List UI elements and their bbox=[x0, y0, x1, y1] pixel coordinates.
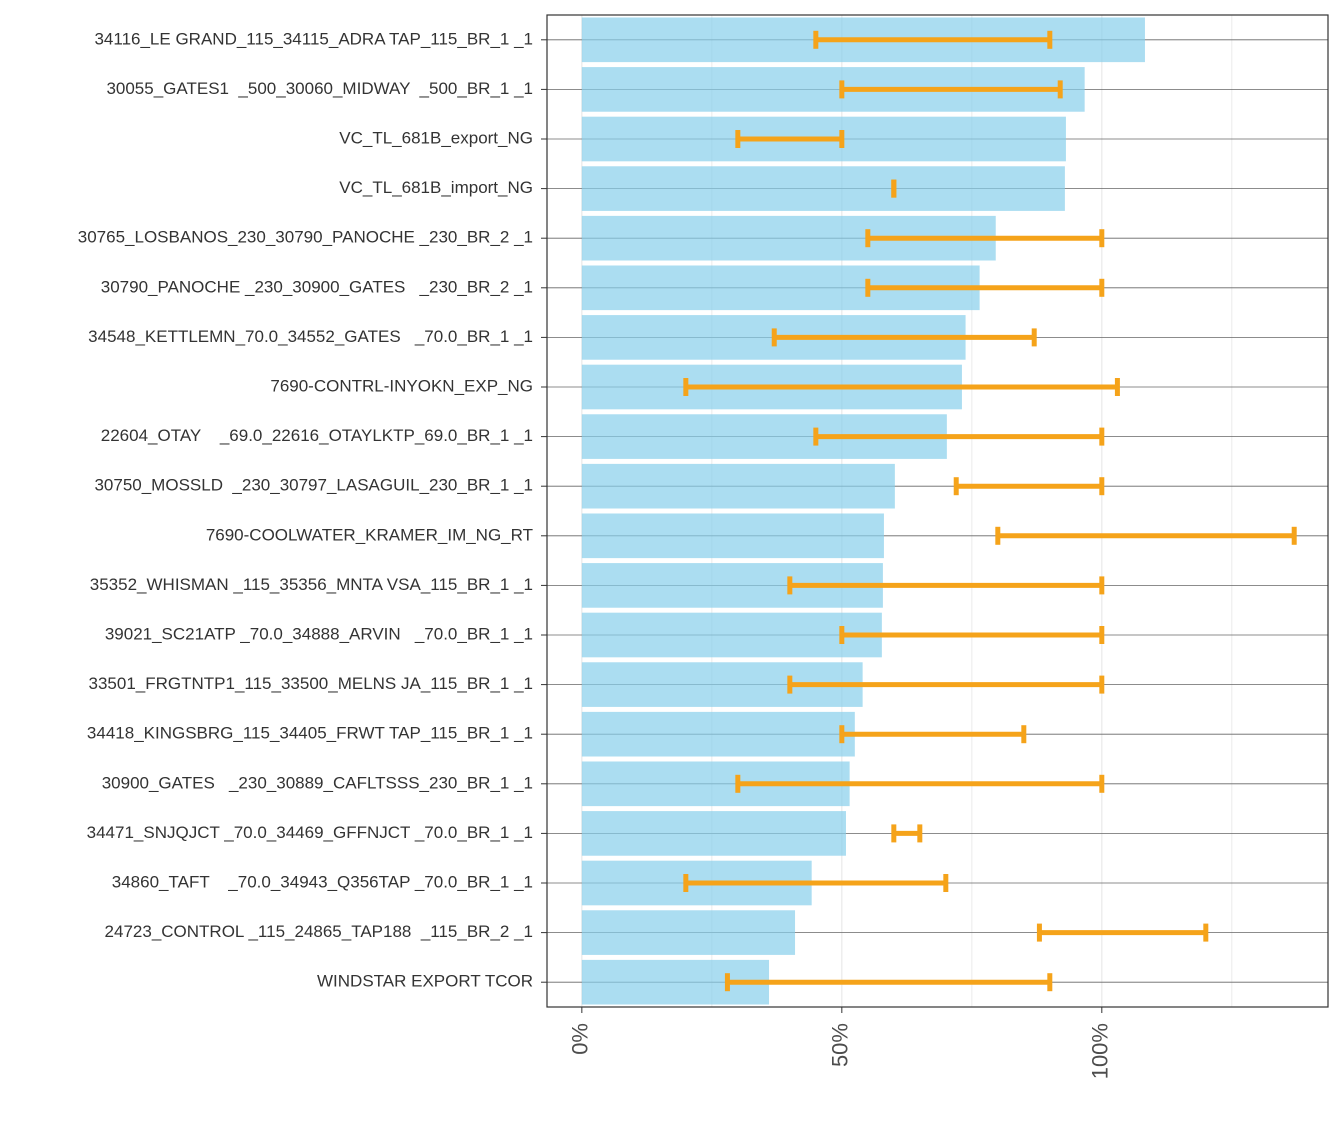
bar bbox=[581, 463, 895, 509]
category-label: 35352_WHISMAN _115_35356_MNTA VSA_115_BR… bbox=[90, 575, 533, 594]
range-bar bbox=[865, 229, 1105, 248]
range-bar bbox=[839, 725, 1027, 744]
category-label: 34418_KINGSBRG_115_34405_FRWT TAP_115_BR… bbox=[87, 724, 533, 743]
bar bbox=[581, 811, 846, 856]
bar bbox=[581, 612, 882, 658]
range-bar bbox=[995, 526, 1297, 545]
category-label: 34471_SNJQJCT _70.0_34469_GFFNJCT _70.0_… bbox=[87, 823, 533, 842]
x-tick-label: 50% bbox=[828, 1023, 853, 1067]
panel-border bbox=[546, 14, 1329, 1008]
x-tick-label: 0% bbox=[568, 1023, 593, 1055]
range-bar bbox=[735, 130, 845, 148]
category-label: 30765_LOSBANOS_230_30790_PANOCHE _230_BR… bbox=[78, 228, 533, 247]
range-bar bbox=[953, 477, 1105, 496]
range-bar bbox=[724, 973, 1053, 992]
category-label: VC_TL_681B_export_NG bbox=[339, 128, 533, 147]
range-bar bbox=[787, 576, 1105, 595]
range-bar bbox=[813, 30, 1053, 49]
category-label: 22604_OTAY _69.0_22616_OTAYLKTP_69.0_BR_… bbox=[101, 426, 533, 445]
category-label: 34860_TAFT _70.0_34943_Q356TAP _70.0_BR_… bbox=[112, 872, 533, 891]
x-tick-label: 100% bbox=[1088, 1023, 1113, 1079]
range-bar bbox=[891, 824, 923, 843]
category-label: 24723_CONTROL _115_24865_TAP188 _115_BR_… bbox=[105, 922, 533, 941]
range-bar bbox=[839, 626, 1105, 644]
category-label: WINDSTAR EXPORT TCOR bbox=[317, 972, 533, 991]
category-label: 7690-CONTRL-INYOKN_EXP_NG bbox=[270, 376, 533, 395]
range-bar bbox=[813, 427, 1105, 446]
range-bar bbox=[865, 278, 1105, 297]
range-bar bbox=[839, 80, 1063, 99]
category-label: 30790_PANOCHE _230_30900_GATES _230_BR_2… bbox=[101, 277, 533, 296]
range-bar bbox=[1036, 923, 1209, 942]
category-label: 7690-COOLWATER_KRAMER_IM_NG_RT bbox=[206, 525, 533, 544]
category-label: 30900_GATES _230_30889_CAFLTSSS_230_BR_1… bbox=[102, 773, 533, 792]
bar bbox=[581, 513, 884, 559]
bar bbox=[581, 910, 796, 955]
bar bbox=[581, 166, 1065, 211]
range-bar bbox=[683, 874, 949, 892]
category-label: 34548_KETTLEMN_70.0_34552_GATES _70.0_BR… bbox=[88, 327, 533, 346]
category-label: VC_TL_681B_import_NG bbox=[339, 178, 533, 197]
category-label: 33501_FRGTNTP1_115_33500_MELNS JA_115_BR… bbox=[89, 674, 534, 693]
category-label: 30055_GATES1 _500_30060_MIDWAY _500_BR_1… bbox=[106, 79, 533, 98]
category-label: 30750_MOSSLD _230_30797_LASAGUIL_230_BR_… bbox=[94, 476, 533, 495]
range-bar bbox=[771, 328, 1037, 347]
range-bar bbox=[683, 378, 1120, 396]
category-label: 39021_SC21ATP _70.0_34888_ARVIN _70.0_BR… bbox=[105, 624, 533, 643]
bar bbox=[581, 711, 855, 757]
range-bar bbox=[787, 675, 1105, 694]
category-label: 34116_LE GRAND_115_34115_ADRA TAP_115_BR… bbox=[94, 29, 533, 48]
range-bar bbox=[735, 774, 1105, 793]
